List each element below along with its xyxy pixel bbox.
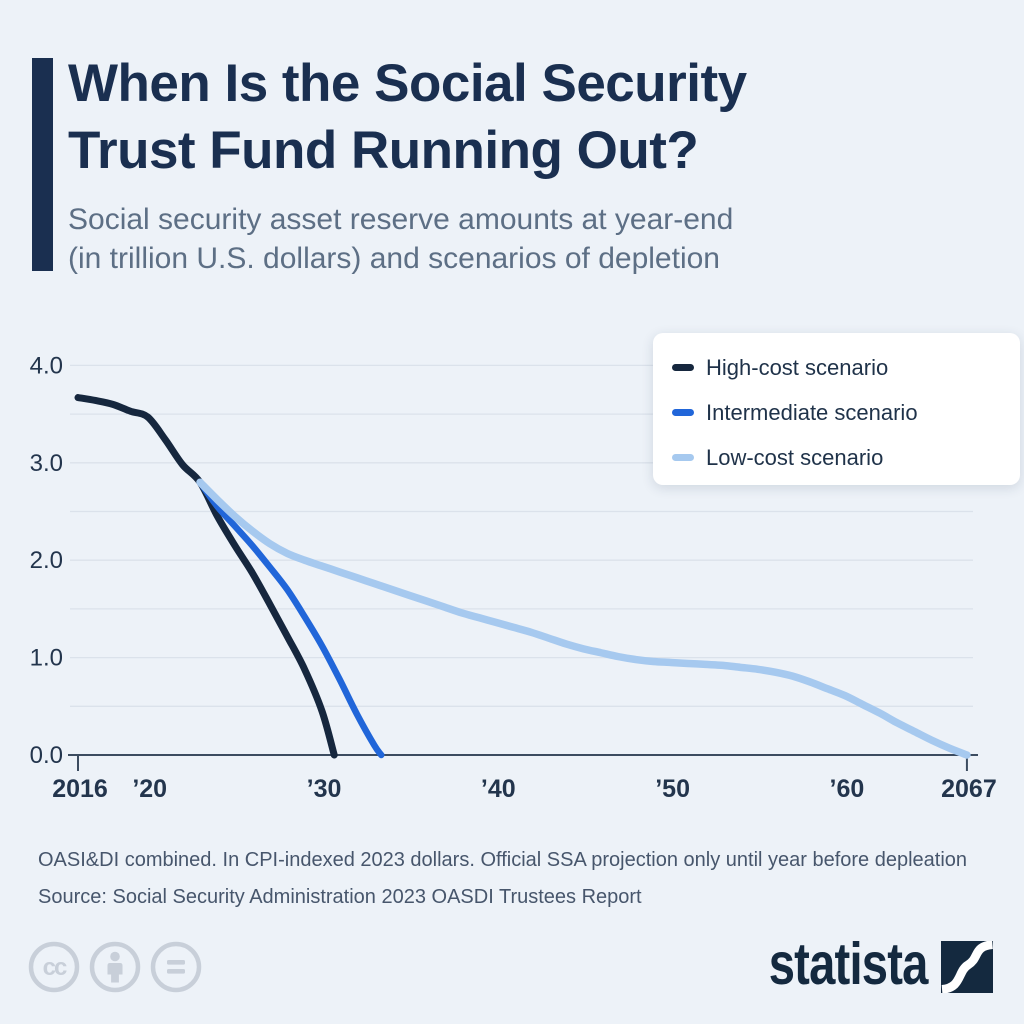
x-tick-label: ’50 — [655, 775, 690, 803]
y-tick-label: 2.0 — [30, 547, 63, 574]
legend-item-high-cost: High-cost scenario — [653, 345, 1020, 390]
statista-logo-text[interactable]: statista — [769, 931, 929, 997]
subtitle-line-1: Social security asset reserve amounts at… — [68, 203, 734, 236]
page-subtitle: Social security asset reserve amounts at… — [68, 200, 733, 278]
series-line-high-cost-scenario — [74, 394, 338, 759]
y-tick-label: 4.0 — [30, 352, 63, 379]
x-tick-label: 2067 — [941, 775, 997, 803]
y-tick-label: 3.0 — [30, 450, 63, 477]
x-tick-label: ’60 — [830, 775, 865, 803]
x-tick-label: ’40 — [481, 775, 516, 803]
legend-label: High-cost scenario — [706, 354, 889, 380]
intermediate-swatch-icon — [672, 409, 694, 416]
chart-footnote: OASI&DI combined. In CPI-indexed 2023 do… — [38, 849, 968, 871]
legend-item-low-cost: Low-cost scenario — [653, 435, 1020, 480]
y-tick-label: 0.0 — [30, 742, 63, 769]
equals-icon[interactable] — [150, 941, 202, 993]
title-line-1: When Is the Social Security — [68, 54, 747, 113]
series-line-low-cost-scenario — [196, 478, 971, 759]
x-tick-label: ’30 — [307, 775, 342, 803]
series-line-intermediate-scenario — [196, 479, 385, 759]
low-cost-swatch-icon — [672, 454, 694, 461]
title-accent-bar — [32, 58, 53, 271]
cc-license-badges: cc — [28, 941, 202, 993]
line-chart: 0.0 1.0 2.0 3.0 4.0 2016 ’20 ’30 ’40 ’50 ’60 2067 — [30, 352, 997, 803]
page-title: When Is the Social Security Trust Fund R… — [68, 50, 747, 184]
cc-icon[interactable]: cc — [28, 941, 80, 993]
legend-label: Low-cost scenario — [706, 444, 884, 470]
x-tick-label: 2016 — [52, 775, 108, 803]
chart-legend: High-cost scenario Intermediate scenario… — [653, 333, 1020, 485]
legend-item-intermediate: Intermediate scenario — [653, 390, 1020, 435]
x-tick-label: ’20 — [132, 775, 167, 803]
legend-label: Intermediate scenario — [706, 399, 918, 425]
y-tick-label: 1.0 — [30, 645, 63, 672]
svg-text:cc: cc — [43, 954, 67, 981]
statista-logo-icon[interactable] — [941, 941, 993, 993]
subtitle-line-2: (in trillion U.S. dollars) and scenarios… — [68, 242, 720, 275]
attribution-person-icon[interactable] — [89, 941, 141, 993]
source-line: Source: Social Security Administration 2… — [38, 886, 642, 908]
high-cost-swatch-icon — [672, 364, 694, 371]
title-line-2: Trust Fund Running Out? — [68, 121, 699, 180]
